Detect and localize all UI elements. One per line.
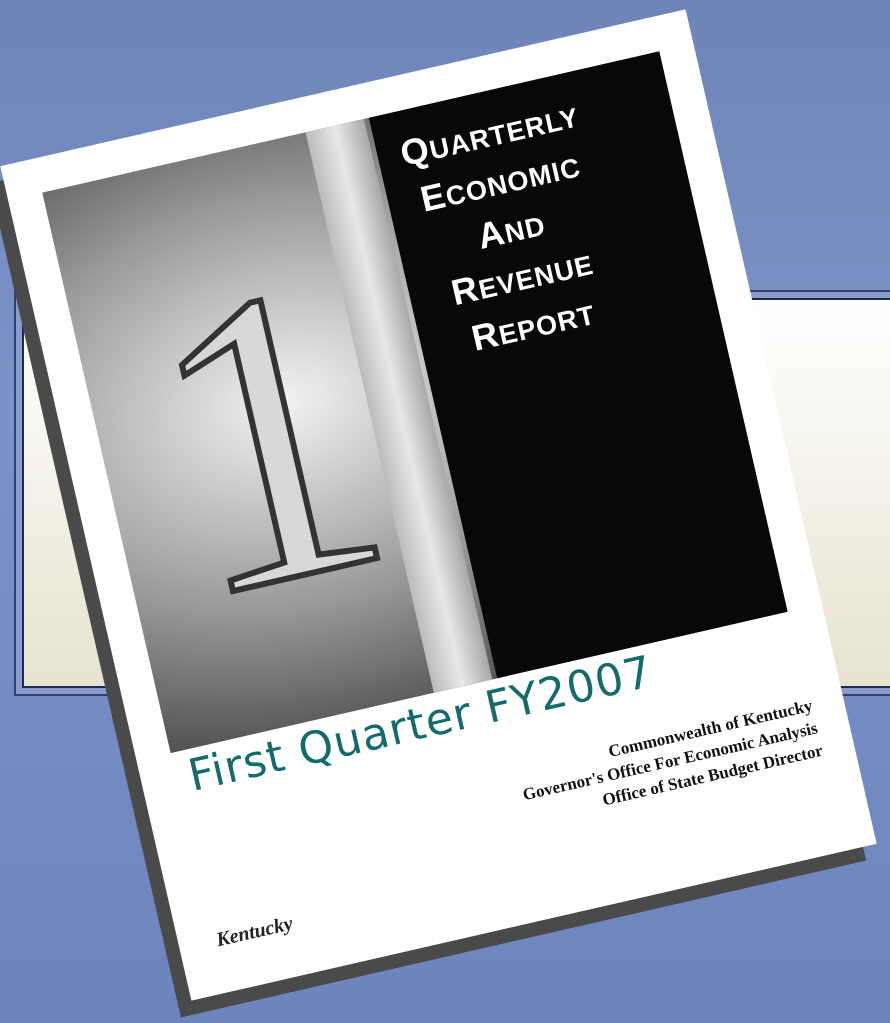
report-cover: 1 QUARTERLY ECONOMIC AND REVENUE REPORT …: [0, 9, 877, 1001]
logo: Kentucky: [214, 912, 295, 952]
